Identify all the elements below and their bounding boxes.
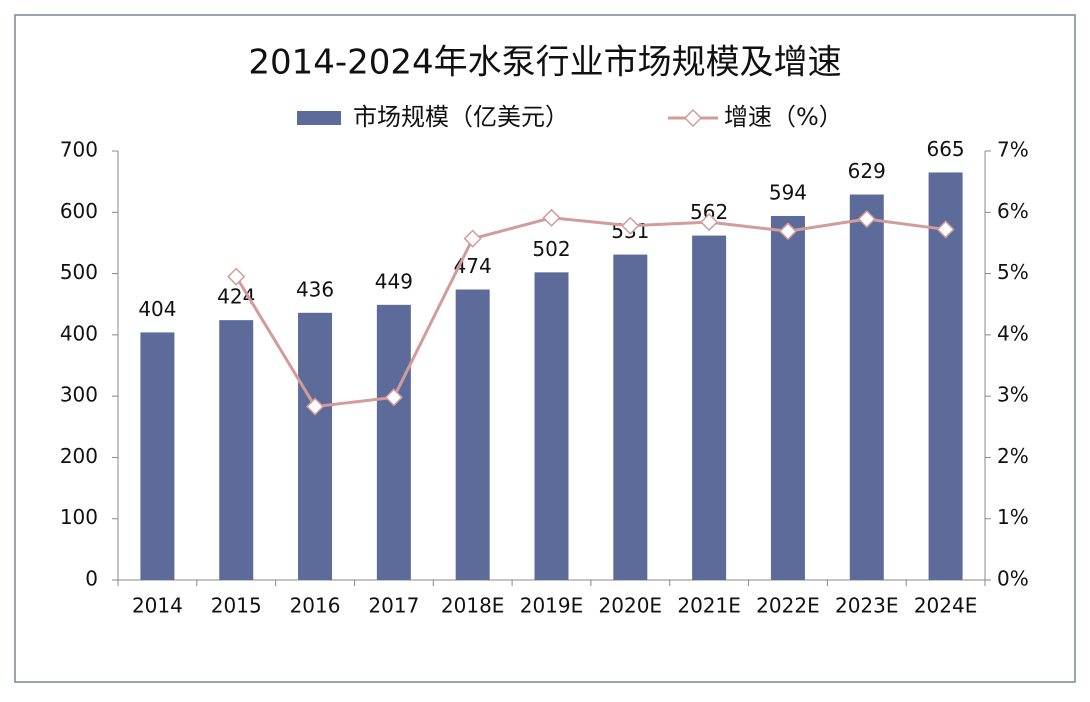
legend-marker [683,108,703,128]
line [234,216,946,409]
value-label: 665 [926,137,964,161]
line-marker [778,222,798,241]
y-tick-label: 0 [85,567,98,591]
x-tick-label: 2018E [441,594,505,618]
y-tick-label: 100 [60,505,98,529]
bar [219,320,254,580]
bar [455,289,490,580]
legend-label: 市场规模（亿美元） [353,103,569,131]
bar [770,215,805,580]
value-label: 449 [375,269,413,293]
y-tick-label: 500 [60,260,98,284]
y2-tick-label: 5% [997,260,1029,284]
y2-tick-label: 3% [997,383,1029,407]
line-marker [384,388,403,407]
y2-tick-label: 7% [997,138,1029,162]
value-label: 404 [138,297,176,321]
y2-tick-label: 6% [997,199,1029,223]
y-tick-label: 700 [60,138,98,162]
y-tick-label: 400 [60,321,98,345]
y2-tick-label: 0% [997,567,1029,591]
x-tick-label: 2024E [914,594,978,618]
bar [298,312,333,580]
y-tick-label: 600 [60,199,98,223]
x-tick-label: 2020E [599,594,663,618]
value-label: 594 [769,180,807,204]
bar [928,172,963,580]
bar [692,235,727,580]
bar [534,272,569,580]
y-tick-label: 200 [60,444,98,468]
value-label: 436 [296,277,334,301]
value-label: 629 [848,159,886,183]
x-tick-label: 2016 [290,594,341,618]
x-tick-label: 2022E [756,594,820,618]
line-marker [621,216,640,235]
x-tick-label: 2015 [211,594,262,618]
y-tick-label: 300 [60,383,98,407]
bar [140,332,175,580]
legend-swatch [297,111,341,125]
bar [849,194,884,580]
bar [613,254,648,580]
chart-title: 2014-2024年水泵行业市场规模及增速 [248,43,841,83]
bar [376,304,411,580]
x-tick-label: 2014 [132,594,183,618]
line-marker [542,208,561,227]
line-marker [463,229,482,248]
y2-tick-label: 4% [997,321,1029,345]
value-label: 502 [532,237,570,261]
y2-tick-label: 1% [997,505,1029,529]
line-marker [857,209,876,229]
x-tick-label: 2023E [835,594,899,618]
line-marker [700,213,719,232]
legend-label: 增速（%） [724,103,843,131]
line-marker [227,267,246,286]
line-marker [305,397,325,416]
y2-tick-label: 2% [997,444,1029,468]
x-tick-label: 2017 [368,594,419,618]
x-tick-label: 2019E [520,594,584,618]
x-tick-label: 2021E [677,594,741,618]
line-marker [936,220,955,239]
